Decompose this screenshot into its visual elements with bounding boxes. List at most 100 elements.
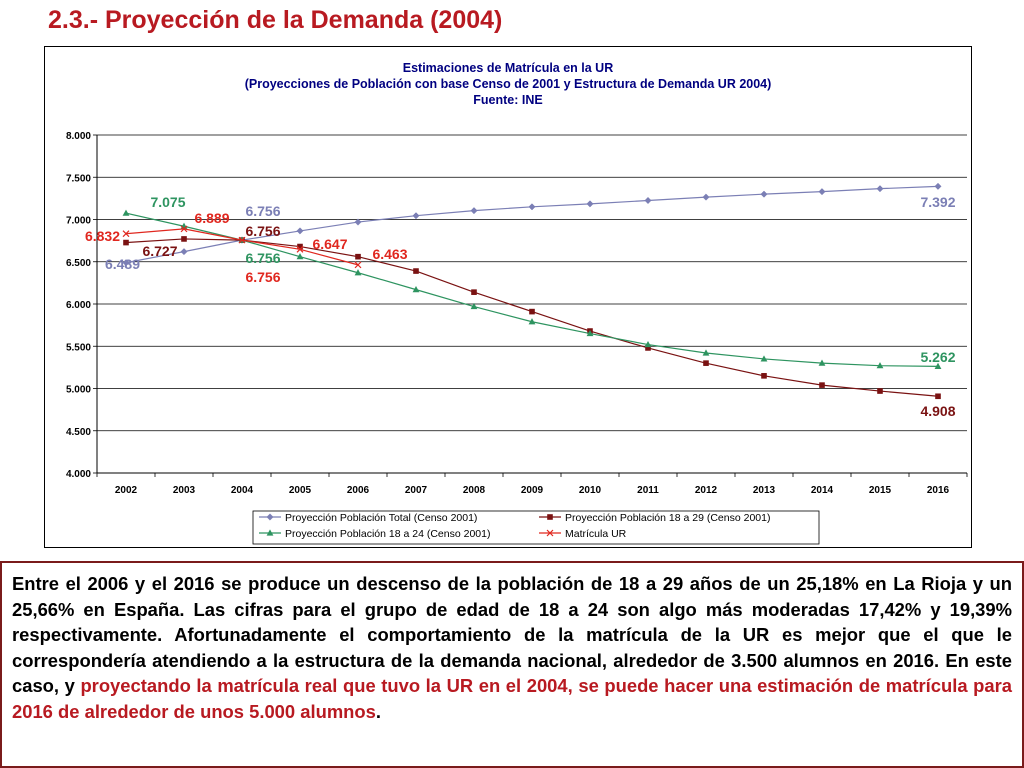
data-point: [761, 373, 767, 379]
legend-marker: [547, 514, 553, 520]
marker-stroke: [180, 225, 188, 233]
data-point: [297, 243, 303, 250]
x-tick-label: 2016: [927, 485, 950, 496]
legend-label: Proyección Población Total (Censo 2001): [285, 512, 477, 524]
data-point: [760, 190, 768, 198]
data-point: [586, 200, 594, 208]
data-label: 6.727: [142, 243, 177, 259]
data-label: 6.832: [85, 228, 120, 244]
paragraph-highlight: proyectando la matrícula real que tuvo l…: [12, 675, 1012, 722]
data-point: [122, 259, 130, 267]
data-point: [470, 302, 478, 310]
chart-grid: [97, 134, 967, 474]
legend-item: Matrícula UR: [539, 528, 627, 540]
line-chart: Estimaciones de Matrícula en la UR (Proy…: [66, 61, 968, 545]
x-tick-label: 2004: [231, 485, 254, 496]
y-tick-label: 4.000: [66, 469, 91, 480]
x-tick-label: 2005: [289, 485, 312, 496]
data-label: 4.908: [920, 403, 955, 419]
series-1: [122, 182, 942, 267]
data-point: [702, 193, 710, 201]
legend-item: Proyección Población 18 a 24 (Censo 2001…: [259, 528, 490, 540]
marker-stroke: [546, 529, 554, 537]
series-2: [123, 236, 941, 400]
data-point: [529, 308, 535, 315]
data-point: [412, 286, 420, 293]
data-point: [876, 185, 884, 193]
data-point: [238, 236, 246, 244]
data-point: [180, 248, 188, 256]
y-tick-label: 5.500: [66, 342, 91, 353]
data-point: [354, 269, 362, 276]
x-tick-label: 2012: [695, 485, 718, 496]
chart-source: Fuente: INE: [473, 93, 542, 107]
data-point: [876, 362, 884, 369]
data-label: 6.756: [245, 223, 280, 239]
x-tick-label: 2011: [637, 485, 659, 496]
data-point: [412, 212, 420, 220]
y-tick-label: 7.000: [66, 216, 91, 227]
data-point: [296, 253, 304, 260]
x-tick-label: 2003: [173, 485, 196, 496]
chart-subtitle: (Proyecciones de Población con base Cens…: [245, 77, 772, 91]
data-point: [528, 318, 536, 325]
data-point: [819, 382, 825, 388]
y-tick-label: 4.500: [66, 427, 91, 438]
data-label: 6.756: [245, 250, 280, 266]
legend-marker: [266, 513, 274, 521]
chart-legend: Proyección Población Total (Censo 2001) P…: [252, 510, 820, 545]
data-point: [122, 230, 130, 238]
x-tick-label: 2015: [869, 485, 892, 496]
x-tick-label: 2007: [405, 485, 428, 496]
data-point: [355, 253, 361, 260]
marker-stroke: [122, 230, 130, 238]
data-label: 6.889: [194, 210, 229, 226]
data-point: [644, 340, 652, 348]
data-label: 6.756: [245, 269, 280, 285]
data-point: [934, 362, 942, 369]
chart-axes: 4.000 4.500 5.000 5.500 6.000 6.500 7.000 7.500…: [66, 131, 968, 496]
data-point: [935, 393, 941, 400]
data-point: [122, 209, 130, 216]
chart-series: [122, 182, 942, 400]
x-tick-label: 2009: [521, 485, 544, 496]
legend-label: Matrícula UR: [565, 528, 627, 540]
legend-item: Proyección Población Total (Censo 2001): [259, 512, 477, 524]
data-point: [644, 196, 652, 205]
x-tick-label: 2002: [115, 485, 138, 496]
legend-marker: [546, 529, 554, 537]
legend-label: Proyección Población 18 a 24 (Censo 2001…: [285, 528, 490, 540]
y-tick-label: 8.000: [66, 131, 91, 142]
legend-item: Proyección Población 18 a 29 (Censo 2001…: [539, 512, 770, 524]
marker-stroke: [296, 245, 304, 253]
marker-stroke: [238, 236, 246, 244]
data-point: [528, 203, 536, 211]
legend-label: Proyección Población 18 a 29 (Censo 2001…: [565, 512, 770, 524]
data-point: [354, 218, 362, 226]
summary-paragraph: Entre el 2006 y el 2016 se produce un de…: [0, 561, 1024, 768]
paragraph-end: .: [375, 700, 381, 722]
data-point: [703, 360, 709, 366]
y-tick-label: 6.500: [66, 258, 91, 269]
marker-stroke: [354, 261, 362, 269]
data-label: 7.075: [150, 194, 185, 210]
x-tick-label: 2006: [347, 485, 370, 496]
data-point: [818, 188, 826, 196]
x-tick-label: 2010: [579, 485, 602, 496]
x-tick-label: 2014: [811, 485, 834, 496]
data-point: [877, 388, 883, 394]
data-point: [760, 355, 768, 362]
data-point: [586, 329, 594, 337]
data-point: [413, 268, 419, 274]
paragraph-text: Entre el 2006 y el 2016 se produce un de…: [12, 573, 1012, 697]
data-point: [702, 349, 710, 356]
series-3: [122, 209, 942, 369]
data-label: 6.489: [105, 256, 140, 272]
y-tick-label: 6.000: [66, 300, 91, 311]
x-tick-label: 2013: [753, 485, 776, 496]
data-point: [354, 261, 362, 269]
data-label: 7.392: [920, 194, 955, 210]
series-4: [122, 225, 362, 269]
data-point: [296, 227, 304, 235]
